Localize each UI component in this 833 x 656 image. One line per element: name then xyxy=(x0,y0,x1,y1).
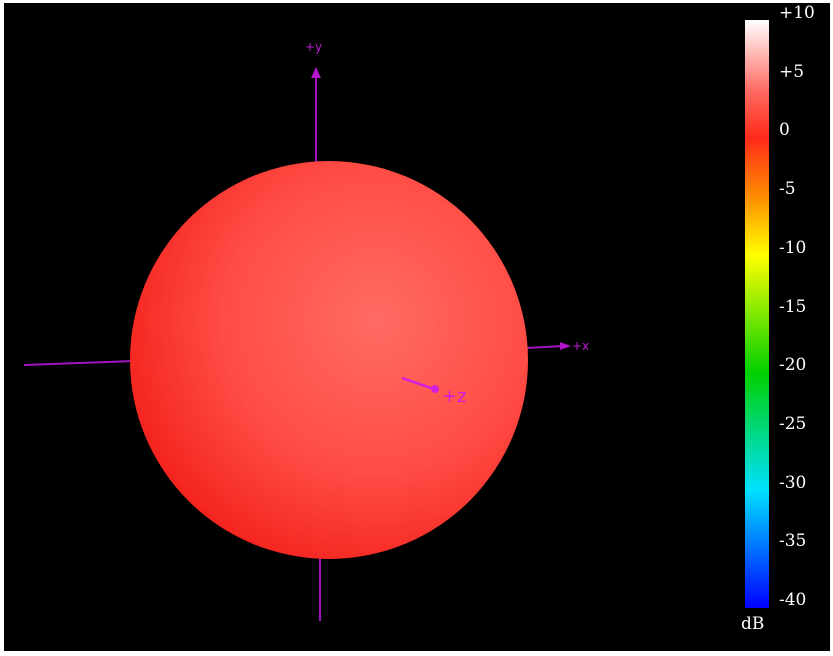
colorbar-tick-label: -40 xyxy=(779,590,807,610)
colorbar-tick-label: 0 xyxy=(779,120,790,141)
z-axis-marker xyxy=(431,385,439,393)
colorbar-tick-label: -20 xyxy=(779,355,807,376)
colorbar-tick-label: -15 xyxy=(779,296,807,317)
pattern-viewport[interactable]: +y +x +z +10 +5 0 -5 -10 -15 -20 -25 -30 -35 -40 d… xyxy=(4,3,830,651)
radiation-pattern-sphere xyxy=(130,161,528,559)
x-axis-arrow xyxy=(560,342,571,350)
z-axis-line xyxy=(401,376,435,391)
colorbar-tick-label: -5 xyxy=(779,179,796,200)
colorbar xyxy=(745,20,769,608)
colorbar-tick-label: -30 xyxy=(779,472,807,493)
colorbar-tick-label: +5 xyxy=(779,61,805,82)
x-axis-line-left xyxy=(23,360,135,366)
colorbar-tick-label: -25 xyxy=(779,413,807,434)
pattern-scene: +y +x +z xyxy=(23,40,589,621)
z-axis-label: +z xyxy=(442,386,467,407)
y-axis-label: +y xyxy=(305,40,322,54)
x-axis-line-right xyxy=(525,345,565,349)
colorbar-tick-label: -35 xyxy=(779,531,807,552)
y-axis-arrow xyxy=(311,67,321,78)
colorbar-unit-label: dB xyxy=(741,614,765,634)
colorbar-tick-label: +10 xyxy=(779,3,815,23)
colorbar-tick-label: -10 xyxy=(779,237,807,258)
x-axis-label: +x xyxy=(572,339,589,353)
